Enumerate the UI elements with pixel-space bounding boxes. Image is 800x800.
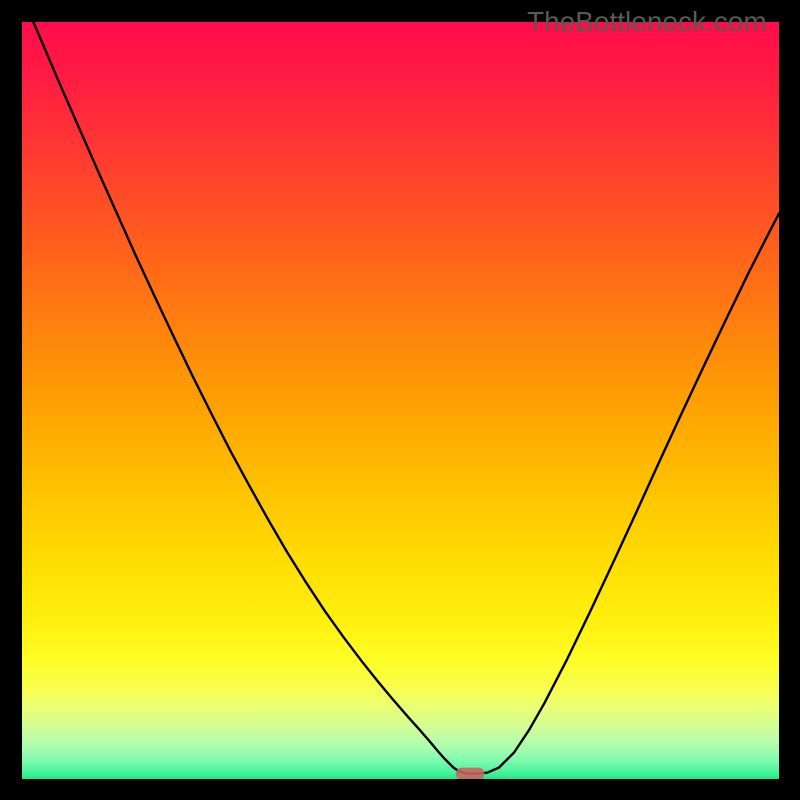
- gradient-background: [22, 22, 779, 779]
- chart-frame: TheBottleneck.com: [0, 0, 800, 800]
- watermark-text: TheBottleneck.com: [527, 6, 767, 38]
- optimal-marker: [456, 768, 485, 779]
- plot-area: [22, 22, 779, 779]
- chart-svg: [22, 22, 779, 779]
